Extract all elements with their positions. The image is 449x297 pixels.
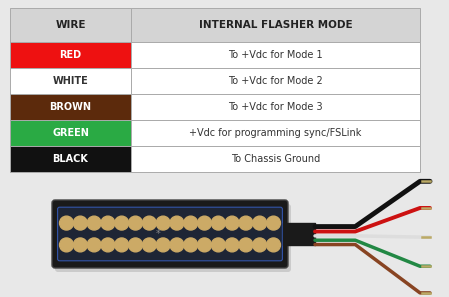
Circle shape — [225, 216, 239, 230]
Circle shape — [128, 238, 142, 252]
Circle shape — [87, 216, 101, 230]
Text: To +Vdc for Mode 1: To +Vdc for Mode 1 — [228, 50, 323, 60]
Circle shape — [156, 216, 170, 230]
Circle shape — [211, 216, 225, 230]
FancyBboxPatch shape — [57, 207, 282, 261]
Circle shape — [156, 238, 170, 252]
Bar — [131, 68, 420, 94]
Circle shape — [211, 238, 225, 252]
Bar — [10, 120, 131, 146]
Circle shape — [115, 238, 129, 252]
Text: WIRE: WIRE — [55, 20, 86, 30]
Circle shape — [101, 216, 115, 230]
Text: WHITE: WHITE — [53, 76, 88, 86]
Circle shape — [184, 216, 198, 230]
Circle shape — [73, 238, 87, 252]
Bar — [131, 8, 420, 42]
Circle shape — [60, 238, 74, 252]
Circle shape — [225, 238, 239, 252]
Text: To Chassis Ground: To Chassis Ground — [231, 154, 320, 164]
Text: BLACK: BLACK — [53, 154, 88, 164]
Bar — [131, 94, 420, 120]
Circle shape — [87, 238, 101, 252]
Text: INTERNAL FLASHER MODE: INTERNAL FLASHER MODE — [198, 20, 352, 30]
Circle shape — [253, 238, 267, 252]
Circle shape — [170, 238, 184, 252]
Bar — [10, 146, 131, 172]
Text: BROWN: BROWN — [49, 102, 92, 112]
Circle shape — [239, 238, 253, 252]
Text: To +Vdc for Mode 3: To +Vdc for Mode 3 — [228, 102, 323, 112]
Bar — [10, 8, 131, 42]
Text: *: * — [156, 229, 161, 239]
Bar — [131, 42, 420, 68]
FancyBboxPatch shape — [52, 200, 288, 268]
Circle shape — [184, 238, 198, 252]
Circle shape — [128, 216, 142, 230]
Circle shape — [60, 216, 74, 230]
Bar — [10, 68, 131, 94]
Circle shape — [267, 216, 281, 230]
Circle shape — [198, 216, 211, 230]
Bar — [131, 146, 420, 172]
Circle shape — [73, 216, 87, 230]
Circle shape — [142, 238, 156, 252]
Text: +Vdc for programming sync/FSLink: +Vdc for programming sync/FSLink — [189, 128, 361, 138]
Circle shape — [267, 238, 281, 252]
Circle shape — [115, 216, 129, 230]
Bar — [10, 94, 131, 120]
Text: To +Vdc for Mode 2: To +Vdc for Mode 2 — [228, 76, 323, 86]
Circle shape — [101, 238, 115, 252]
Circle shape — [170, 216, 184, 230]
Text: RED: RED — [59, 50, 82, 60]
Circle shape — [198, 238, 211, 252]
FancyBboxPatch shape — [55, 204, 291, 272]
Circle shape — [142, 216, 156, 230]
Bar — [10, 42, 131, 68]
Bar — [131, 120, 420, 146]
Text: GREEN: GREEN — [52, 128, 89, 138]
Circle shape — [239, 216, 253, 230]
Circle shape — [253, 216, 267, 230]
